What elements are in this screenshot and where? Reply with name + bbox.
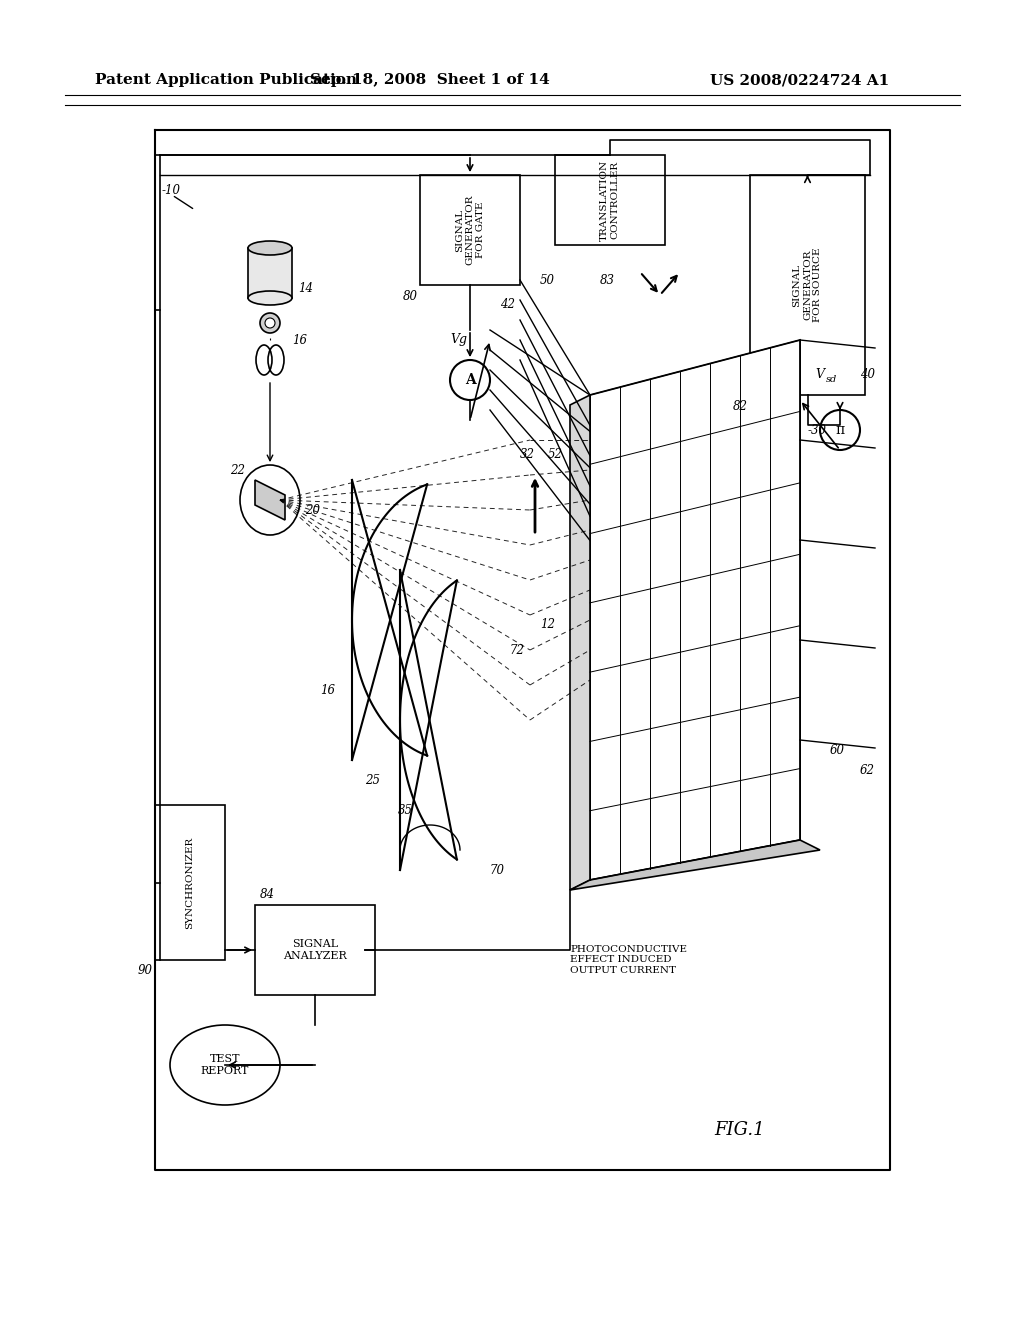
Text: Sep. 18, 2008  Sheet 1 of 14: Sep. 18, 2008 Sheet 1 of 14	[310, 73, 550, 87]
Polygon shape	[255, 480, 285, 520]
Text: sd: sd	[826, 375, 838, 384]
Text: 90: 90	[138, 964, 153, 977]
Bar	[255, 906, 375, 995]
Text: -10: -10	[162, 183, 181, 197]
Bar	[248, 248, 292, 298]
Text: 52: 52	[548, 449, 563, 462]
Text: 84: 84	[260, 888, 275, 902]
Text: 16: 16	[292, 334, 307, 346]
Text: 40: 40	[860, 368, 874, 381]
Text: 14: 14	[298, 281, 313, 294]
Bar	[420, 176, 520, 285]
Text: 80: 80	[403, 290, 418, 304]
Text: FIG.1: FIG.1	[715, 1121, 765, 1139]
Circle shape	[260, 313, 280, 333]
Ellipse shape	[248, 242, 292, 255]
Polygon shape	[570, 395, 590, 890]
Text: TRANSLATION
CONTROLLER: TRANSLATION CONTROLLER	[600, 160, 620, 240]
Text: 82: 82	[733, 400, 748, 413]
Text: V: V	[815, 368, 824, 381]
Text: 42: 42	[500, 298, 515, 312]
Text: SIGNAL
ANALYZER: SIGNAL ANALYZER	[283, 940, 347, 961]
Text: 22: 22	[230, 463, 245, 477]
Text: 25: 25	[365, 774, 380, 787]
Text: 70: 70	[490, 863, 505, 876]
Text: Vg: Vg	[450, 334, 467, 346]
Text: 12: 12	[540, 619, 555, 631]
Circle shape	[820, 411, 860, 450]
Text: π: π	[836, 422, 845, 437]
Bar	[555, 154, 665, 246]
Bar	[155, 805, 225, 960]
Text: 20: 20	[305, 503, 319, 516]
Text: Patent Application Publication: Patent Application Publication	[95, 73, 357, 87]
Text: SIGNAL
GENERATOR
FOR GATE: SIGNAL GENERATOR FOR GATE	[455, 195, 485, 265]
Text: SYNCHRONIZER: SYNCHRONIZER	[185, 837, 195, 929]
Text: 35: 35	[398, 804, 413, 817]
Text: TEST
REPORT: TEST REPORT	[201, 1055, 249, 1076]
Text: SIGNAL
GENERATOR
FOR SOURCE: SIGNAL GENERATOR FOR SOURCE	[793, 248, 822, 322]
Ellipse shape	[248, 290, 292, 305]
Text: 83: 83	[600, 273, 615, 286]
Text: 60: 60	[830, 743, 845, 756]
Text: 32: 32	[520, 449, 535, 462]
Ellipse shape	[170, 1026, 280, 1105]
Text: 16: 16	[319, 684, 335, 697]
Text: 50: 50	[540, 273, 555, 286]
Text: PHOTOCONDUCTIVE
EFFECT INDUCED
OUTPUT CURRENT: PHOTOCONDUCTIVE EFFECT INDUCED OUTPUT CU…	[570, 945, 687, 974]
Text: 72: 72	[510, 644, 525, 656]
Text: US 2008/0224724 A1: US 2008/0224724 A1	[711, 73, 890, 87]
Polygon shape	[590, 341, 800, 880]
Text: A: A	[465, 374, 475, 387]
Text: 62: 62	[860, 763, 874, 776]
Circle shape	[265, 318, 275, 327]
Circle shape	[450, 360, 490, 400]
Text: -30: -30	[808, 424, 827, 437]
Polygon shape	[570, 840, 820, 890]
Bar	[750, 176, 865, 395]
